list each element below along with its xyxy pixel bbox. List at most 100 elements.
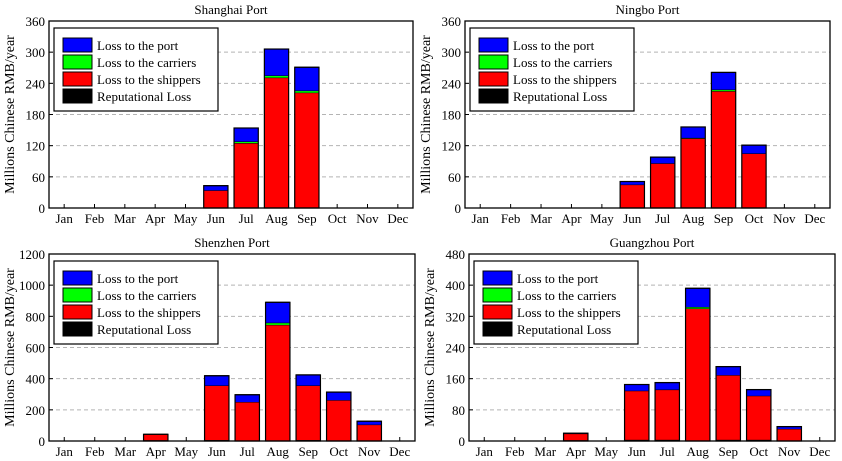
bar-segment-shippers-sep <box>294 92 319 208</box>
chart-shenzhen: Shenzhen Port 0 200 400 600 800 1000 1200Millio… <box>3 235 416 459</box>
legend-swatch-reputational <box>482 321 513 337</box>
y-tick-label: 400 <box>26 372 46 387</box>
bar-segment-port-jun <box>204 375 229 386</box>
chart-shanghai: Shanghai Port 0 60 120 180 240 300 360 Millions … <box>3 2 414 226</box>
x-tick-label: Apr <box>146 444 167 459</box>
legend-label-reputational: Reputational Loss <box>97 322 191 337</box>
y-tick-label: 360 <box>442 14 462 29</box>
bar-segment-shippers-jun <box>624 390 649 440</box>
x-tick-label: Jan <box>55 211 73 226</box>
bar-segment-port-sep <box>711 72 736 90</box>
bar-segment-shippers-jul <box>235 402 260 441</box>
legend-swatch-reputational <box>62 321 93 337</box>
legend-label-port: Loss to the port <box>517 271 599 286</box>
bar-segment-port-aug <box>264 49 289 76</box>
bar-segment-shippers-aug <box>264 77 289 208</box>
bar-segment-port-oct <box>746 389 771 396</box>
bar-segment-port-oct <box>326 392 351 401</box>
x-tick-label: Sep <box>714 211 734 226</box>
x-tick-label: May <box>590 211 614 226</box>
plot-frame <box>464 20 831 209</box>
bar-segment-shippers-aug <box>265 324 290 441</box>
y-tick-label: 0 <box>459 434 466 449</box>
y-tick-label: 60 <box>32 170 45 185</box>
bar-segment-port-sep <box>716 366 741 376</box>
legend-swatch-shippers <box>62 304 93 320</box>
x-tick-label: Oct <box>329 444 348 459</box>
bar-segment-shippers-oct <box>741 153 767 208</box>
x-tick-label: Sep <box>297 211 317 226</box>
x-tick-label: May <box>594 444 618 459</box>
legend-swatch-port <box>62 37 93 53</box>
legend-swatch-carriers <box>62 287 93 303</box>
bar-segment-shippers-oct <box>326 400 351 441</box>
y-axis-label: Millions Chinese RMB/year <box>3 35 18 194</box>
legend-label-shippers: Loss to the shippers <box>97 305 201 320</box>
bar-segment-shippers-jul <box>655 389 680 440</box>
legend: Loss to the port Loss to the carriers Loss… <box>473 260 639 345</box>
y-tick-label: 80 <box>452 403 465 418</box>
bar-segment-carriers-jul <box>234 141 259 144</box>
bar-segment-port-aug <box>265 302 290 323</box>
x-tick-label: Sep <box>299 444 319 459</box>
x-tick-label: Nov <box>358 444 381 459</box>
x-tick-label: Jun <box>208 444 227 459</box>
bar-segment-port-jun <box>624 384 649 391</box>
bar-segment-shippers-sep <box>296 385 321 441</box>
x-tick-label: Oct <box>745 211 764 226</box>
x-tick-label: Jan <box>56 444 74 459</box>
x-tick-label: Aug <box>687 444 710 459</box>
bar-segment-port-jul <box>234 128 259 142</box>
chart-ningbo: Ningbo Port 0 60 120 180 240 300 360 Millions Ch… <box>419 2 831 226</box>
bar-segment-port-jun <box>620 181 645 185</box>
bar-segment-shippers-nov <box>777 428 802 441</box>
x-tick-label: Dec <box>387 211 408 226</box>
legend: Loss to the port Loss to the carriers Loss… <box>469 27 635 112</box>
y-axis-label: Millions Chinese RMB/year <box>419 35 434 194</box>
bar-segment-carriers-sep <box>711 89 736 92</box>
y-tick-label: 120 <box>442 139 462 154</box>
x-tick-label: Dec <box>389 444 410 459</box>
bar-segment-port-nov <box>357 421 382 425</box>
legend-label-carriers: Loss to the carriers <box>97 288 196 303</box>
x-tick-label: Feb <box>505 444 525 459</box>
y-tick-label: 360 <box>26 14 46 29</box>
legend-label-reputational: Reputational Loss <box>97 89 191 104</box>
y-axis-label: Millions Chinese RMB/year <box>423 268 438 427</box>
x-tick-label: Jun <box>207 211 226 226</box>
bar-segment-shippers-jul <box>234 143 259 208</box>
y-tick-label: 480 <box>446 247 466 262</box>
x-tick-label: Jun <box>628 444 647 459</box>
bar-segment-shippers-jun <box>203 190 228 208</box>
x-tick-label: Nov <box>356 211 379 226</box>
y-axis-label: Millions Chinese RMB/year <box>3 268 18 427</box>
legend-swatch-port <box>482 270 513 286</box>
bar-segment-shippers-jul <box>650 163 675 208</box>
x-tick-label: Jun <box>623 211 642 226</box>
x-tick-label: Feb <box>501 211 521 226</box>
legend-label-carriers: Loss to the carriers <box>513 55 612 70</box>
legend-swatch-reputational <box>478 88 509 104</box>
x-tick-label: Mar <box>114 211 136 226</box>
x-tick-label: Mar <box>534 444 556 459</box>
x-tick-label: Aug <box>267 444 290 459</box>
bar-segment-shippers-jun <box>204 385 229 441</box>
x-tick-label: May <box>174 444 198 459</box>
y-tick-label: 240 <box>26 76 46 91</box>
x-tick-label: Aug <box>682 211 705 226</box>
x-tick-label: Mar <box>114 444 136 459</box>
y-tick-label: 240 <box>442 76 462 91</box>
legend-label-shippers: Loss to the shippers <box>97 72 201 87</box>
legend-swatch-carriers <box>478 54 509 70</box>
y-tick-label: 300 <box>442 45 462 60</box>
x-tick-label: Jan <box>476 444 494 459</box>
x-tick-label: Aug <box>265 211 288 226</box>
legend-label-shippers: Loss to the shippers <box>517 305 621 320</box>
y-tick-label: 600 <box>26 341 46 356</box>
y-tick-label: 120 <box>26 139 46 154</box>
x-tick-label: Jul <box>660 444 676 459</box>
y-tick-label: 0 <box>455 201 462 216</box>
x-tick-label: Oct <box>328 211 347 226</box>
legend-swatch-shippers <box>62 71 93 87</box>
y-tick-label: 180 <box>442 108 462 123</box>
